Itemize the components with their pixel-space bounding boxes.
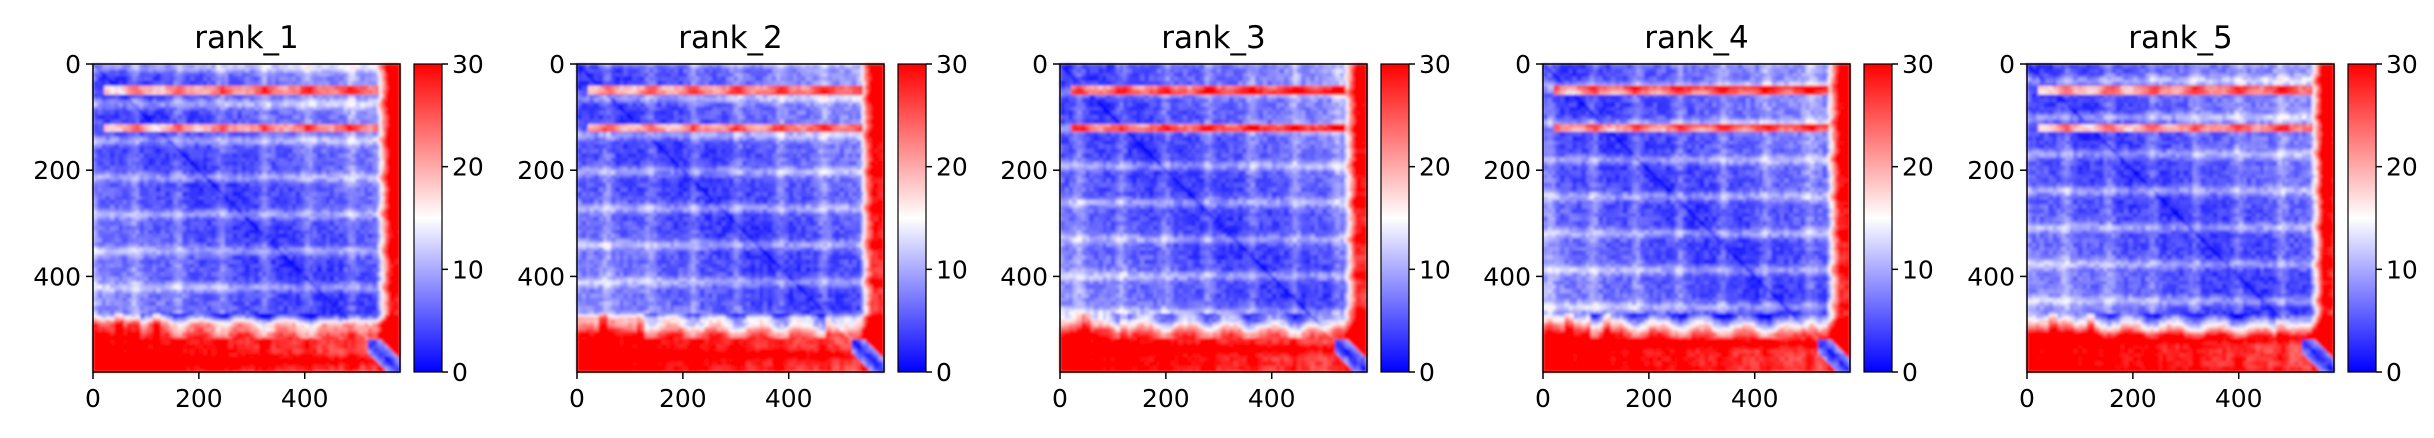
x-tick-label: 200 (2109, 384, 2157, 413)
colorbar-tick-label: 0 (1419, 358, 1435, 387)
colorbar-tick-label: 30 (452, 50, 484, 79)
colorbar-tick-label: 20 (452, 153, 484, 182)
colorbar-tick-label: 10 (936, 255, 968, 284)
colorbar (1863, 63, 1893, 373)
colorbar-tick-label: 20 (1902, 153, 1934, 182)
colorbar (413, 63, 443, 373)
y-tick-label: 400 (1483, 262, 1531, 291)
x-tick-label: 400 (281, 384, 329, 413)
panel-rank-4: rank_4 0 200 400 0 200 400 0 10 20 30 (1483, 20, 1934, 413)
panel-title: rank_5 (2128, 20, 2233, 56)
colorbar-tick-label: 10 (1902, 255, 1934, 284)
y-tick-label: 0 (549, 50, 565, 79)
panel-rank-3: rank_3 0 200 400 0 200 400 0 10 20 30 (1000, 20, 1451, 413)
colorbar-tick-label: 30 (2386, 50, 2418, 79)
x-tick-label: 200 (175, 384, 223, 413)
panel-title: rank_4 (1644, 20, 1749, 56)
y-tick-label: 400 (33, 262, 81, 291)
panel-rank-1: rank_1 0 200 400 0 200 400 0 10 20 30 (33, 20, 484, 413)
colorbar-tick-label: 0 (452, 358, 468, 387)
plot-frame (2026, 63, 2335, 373)
colorbar-tick-label: 0 (1902, 358, 1918, 387)
colorbar-tick-label: 10 (2386, 255, 2418, 284)
y-tick-label: 400 (1967, 262, 2015, 291)
x-tick-label: 0 (2019, 384, 2035, 413)
panel-title: rank_3 (1161, 20, 1266, 56)
x-tick-label: 200 (1142, 384, 1190, 413)
plot-frame (1059, 63, 1368, 373)
heatmap-image (93, 64, 400, 372)
x-tick-label: 0 (85, 384, 101, 413)
panel-rank-5: rank_5 0 200 400 0 200 400 0 10 20 30 (1967, 20, 2418, 413)
heatmap-image (1060, 64, 1367, 372)
colorbar-tick-label: 20 (1419, 153, 1451, 182)
x-tick-label: 400 (765, 384, 813, 413)
colorbar-tick-label: 0 (2386, 358, 2402, 387)
plot-frame (576, 63, 885, 373)
x-tick-label: 0 (569, 384, 585, 413)
panel-title: rank_2 (678, 20, 783, 56)
y-tick-label: 0 (1515, 50, 1531, 79)
y-tick-label: 0 (1999, 50, 2015, 79)
plot-frame (1542, 63, 1851, 373)
y-tick-label: 200 (1967, 156, 2015, 185)
colorbar-tick-label: 10 (1419, 255, 1451, 284)
colorbar-tick-label: 10 (452, 255, 484, 284)
y-tick-label: 200 (1000, 156, 1048, 185)
y-tick-label: 200 (33, 156, 81, 185)
plot-frame (92, 63, 401, 373)
colorbar-tick-label: 30 (1902, 50, 1934, 79)
colorbar-tick-label: 20 (2386, 153, 2418, 182)
colorbar-tick-label: 30 (1419, 50, 1451, 79)
y-tick-label: 0 (65, 50, 81, 79)
x-tick-label: 0 (1052, 384, 1068, 413)
x-tick-label: 200 (659, 384, 707, 413)
y-tick-label: 200 (1483, 156, 1531, 185)
y-tick-label: 400 (1000, 262, 1048, 291)
x-tick-label: 400 (2215, 384, 2263, 413)
heatmap-image (1543, 64, 1850, 372)
panel-title: rank_1 (194, 20, 299, 56)
heatmap-image (577, 64, 884, 372)
colorbar (2347, 63, 2377, 373)
panel-rank-2: rank_2 0 200 400 0 200 400 0 10 20 30 (517, 20, 968, 413)
x-tick-label: 400 (1731, 384, 1779, 413)
colorbar-tick-label: 20 (936, 153, 968, 182)
colorbar-tick-label: 30 (936, 50, 968, 79)
x-tick-label: 0 (1535, 384, 1551, 413)
heatmap-image (2027, 64, 2334, 372)
x-tick-label: 400 (1248, 384, 1296, 413)
colorbar (1380, 63, 1410, 373)
y-tick-label: 0 (1032, 50, 1048, 79)
colorbar-tick-label: 0 (936, 358, 952, 387)
y-tick-label: 200 (517, 156, 565, 185)
colorbar (897, 63, 927, 373)
x-tick-label: 200 (1625, 384, 1673, 413)
y-tick-label: 400 (517, 262, 565, 291)
